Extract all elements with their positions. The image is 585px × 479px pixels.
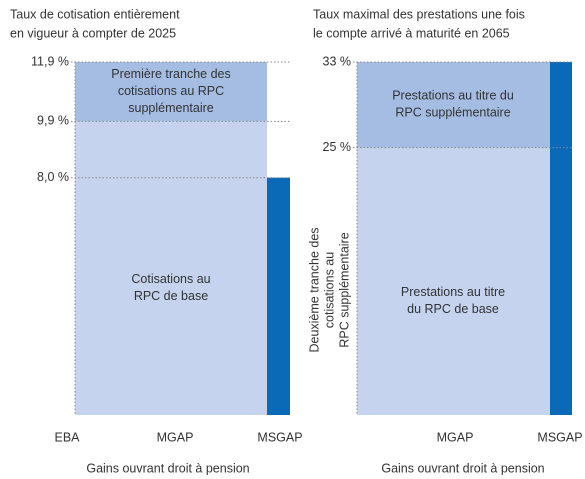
region: [75, 121, 267, 415]
panel-title: en vigueur à compter de 2025: [10, 26, 176, 40]
region-label: Cotisations au: [131, 272, 210, 286]
y-tick-label: 25 %: [323, 140, 352, 154]
y-tick-label: 33 %: [323, 54, 352, 68]
region-label: du RPC de base: [407, 302, 499, 316]
region-label: Prestations au titre du: [392, 89, 514, 103]
x-axis-title: Gains ouvrant droit à pension: [381, 461, 544, 475]
x-tick-label: MGAP: [437, 430, 474, 444]
y-tick-label: 11,9 %: [31, 54, 69, 68]
region: [357, 62, 550, 148]
region-label: supplémentaire: [128, 101, 214, 115]
region: [357, 147, 550, 416]
panel-title: Taux de cotisation entièrement: [10, 7, 180, 21]
annotation-line: Deuxième tranche des: [307, 227, 321, 352]
annotation: Deuxième tranche des cotisations au RPC su…: [307, 227, 351, 352]
x-tick-label: MSGAP: [537, 430, 582, 444]
region-label: RPC de base: [134, 289, 208, 303]
region-label: RPC supplémentaire: [395, 106, 510, 120]
annotation-line: RPC supplémentaire: [337, 232, 351, 347]
x-tick-label: MSGAP: [257, 430, 302, 444]
region: [267, 177, 290, 415]
region-label: Première tranche des: [111, 67, 231, 81]
y-tick-label: 9,9 %: [37, 114, 69, 128]
panel-title: le compte arrivé à maturité en 2065: [313, 26, 510, 40]
x-axis-title: Gains ouvrant droit à pension: [86, 461, 249, 475]
region-label: Prestations au titre: [401, 285, 505, 299]
panel-title: Taux maximal des prestations une fois: [313, 7, 525, 21]
x-tick-label: EBA: [54, 430, 80, 444]
annotation-line: cotisations au: [322, 252, 336, 328]
x-tick-label: MGAP: [157, 430, 194, 444]
region: [550, 62, 572, 415]
y-tick-label: 8,0 %: [37, 170, 69, 184]
region: [75, 62, 267, 122]
region-label: cotisations au RPC: [118, 84, 224, 98]
